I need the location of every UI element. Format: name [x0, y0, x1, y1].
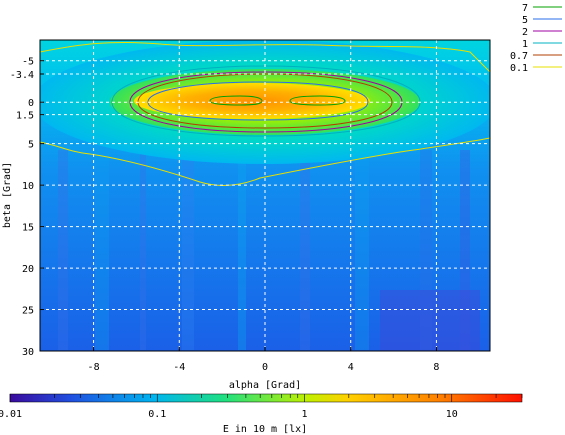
colorbar-ticks: 0.01 0.1 1 10 [0, 394, 523, 420]
x-tick-label: 0 [262, 362, 268, 373]
y-tick-label: 0 [28, 98, 34, 109]
contour-0.7 [137, 73, 393, 129]
legend-label: 0.1 [510, 63, 528, 74]
legend-label: 5 [522, 15, 528, 26]
y-tick-label: -3.4 [10, 70, 34, 81]
colorbar-tick-label: 0.01 [0, 409, 22, 420]
y-tick-label: 25 [22, 306, 34, 317]
heatmap-hot-core [134, 83, 370, 119]
y-tick-label: 5 [28, 140, 34, 151]
y-tick-label: 20 [22, 264, 34, 275]
legend-label: 2 [522, 27, 528, 38]
y-tick-label: 30 [22, 347, 34, 358]
x-axis-title: alpha [Grad] [229, 380, 301, 391]
y-tick-label: 1.5 [16, 111, 34, 122]
contour-7 [209, 95, 346, 106]
heatmap-dark-region [380, 290, 480, 351]
legend-label: 7 [522, 3, 528, 14]
x-axis-ticks: -8 -4 0 4 8 [88, 347, 439, 373]
contour-5 [147, 81, 369, 121]
y-tick-label: -5 [22, 57, 34, 68]
y-axis-title: beta [Grad] [2, 162, 13, 228]
colorbar-tick-label: 1 [301, 409, 307, 420]
y-tick-label: 10 [22, 181, 34, 192]
colorbar-tick-label: 0.1 [148, 409, 166, 420]
contour-0.1 [40, 41, 490, 186]
colorbar-tick-label: 10 [446, 409, 458, 420]
legend-label: 0.7 [510, 51, 528, 62]
x-tick-label: 8 [433, 362, 439, 373]
y-axis-ticks: -5 -3.4 0 1.5 5 10 15 20 25 30 [10, 57, 44, 358]
x-tick-label: -8 [88, 362, 100, 373]
legend-label: 1 [522, 39, 528, 50]
x-tick-label: 4 [348, 362, 354, 373]
heatmap-streaks [58, 150, 470, 350]
y-tick-label: 15 [22, 223, 34, 234]
colorbar-title: E in 10 m [lx] [223, 424, 307, 435]
x-tick-label: -4 [173, 362, 185, 373]
